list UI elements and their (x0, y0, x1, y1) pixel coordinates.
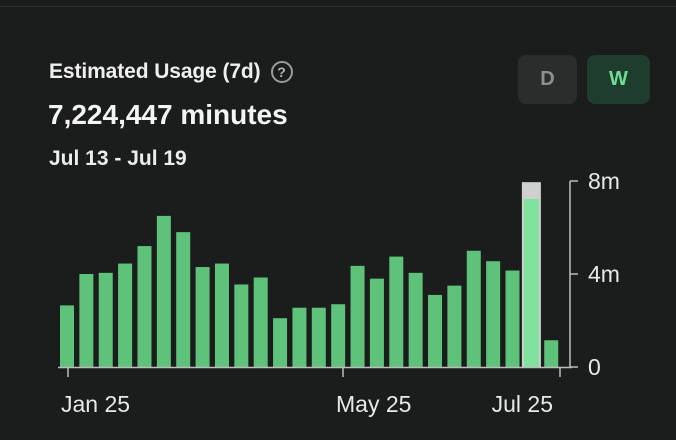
bar[interactable] (428, 294, 443, 367)
y-tick-label: 8m (588, 168, 620, 194)
bar[interactable] (369, 278, 384, 367)
bar[interactable] (466, 250, 481, 367)
bar[interactable] (234, 284, 249, 367)
bar[interactable] (311, 307, 326, 367)
bar[interactable] (505, 270, 520, 367)
bar[interactable] (350, 265, 365, 367)
bar[interactable] (79, 274, 94, 367)
title-row: Estimated Usage (7d) ? (49, 60, 293, 84)
bar-highlighted[interactable] (523, 199, 539, 367)
help-icon[interactable]: ? (270, 61, 293, 83)
bar[interactable] (273, 318, 288, 367)
bar[interactable] (544, 340, 559, 367)
top-divider (0, 6, 676, 7)
x-tick-label: May 25 (336, 391, 411, 417)
bar[interactable] (389, 256, 404, 367)
y-tick-label: 0 (588, 354, 601, 380)
y-ticks-group: 8m 4m 0 (570, 168, 620, 380)
bar[interactable] (408, 272, 423, 367)
bar[interactable] (253, 277, 268, 367)
bar[interactable] (447, 285, 462, 367)
x-tick-label: Jul 25 (492, 391, 553, 417)
bar[interactable] (486, 261, 501, 367)
y-tick-label: 4m (588, 261, 620, 287)
bar[interactable] (156, 215, 171, 367)
bar[interactable] (176, 232, 191, 367)
bar[interactable] (292, 307, 307, 367)
period-week-button[interactable]: W (587, 55, 650, 104)
usage-title: Estimated Usage (7d) (49, 60, 261, 83)
bar[interactable] (98, 272, 113, 367)
date-range: Jul 13 - Jul 19 (49, 147, 187, 170)
bar[interactable] (214, 263, 229, 367)
x-ticks-group: Jan 25 May 25 Jul 25 (61, 367, 561, 417)
bar[interactable] (195, 267, 210, 367)
bar[interactable] (331, 304, 346, 367)
period-day-button[interactable]: D (518, 55, 577, 104)
bars-group (60, 182, 559, 367)
x-tick-label: Jan 25 (61, 391, 130, 417)
bar[interactable] (60, 305, 74, 367)
bar[interactable] (118, 263, 133, 367)
usage-total: 7,224,447 minutes (48, 99, 288, 130)
bar[interactable] (137, 246, 152, 367)
